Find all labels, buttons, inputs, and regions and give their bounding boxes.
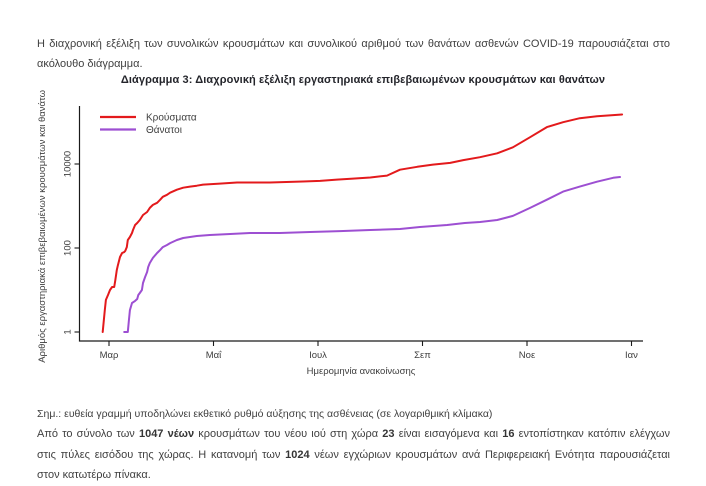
highlight-number: 23: [382, 428, 395, 440]
chart-title: Διάγραμμα 3: Διαχρονική εξέλιξη εργαστηρ…: [120, 74, 606, 86]
axes-line: [78, 106, 643, 342]
legend-label-cases: Κρούσματα: [146, 112, 197, 124]
series-line-deaths: [123, 176, 621, 333]
y-tick-label: 100: [63, 240, 74, 256]
intro-paragraph: Η διαχρονική εξέλιξη των συνολικών κρουσ…: [37, 38, 670, 70]
highlight-number: 1047 νέων: [138, 428, 195, 440]
x-axis-title: Ημερομηνία ανακοίνωσης: [307, 366, 416, 377]
highlight-number: 1024: [285, 448, 310, 461]
x-tick-label: Μαρ: [100, 350, 119, 361]
x-tick-label: Νοε: [519, 350, 536, 361]
highlight-number: 16: [502, 428, 515, 440]
legend-label-deaths: Θάνατοι: [146, 124, 182, 136]
chart-canvas: Μαρ Μαΐ Ιουλ Σεπ Νοε Ιαν 1 100 10000 Ημερομηνία α…: [37, 90, 643, 377]
y-tick-label: 1: [63, 329, 74, 334]
x-tick-label: Ιαν: [625, 350, 638, 361]
y-tick-label: 10000: [63, 151, 74, 177]
text-segment: είναι εισαγόμενα και: [394, 428, 503, 440]
x-tick-label: Σεπ: [414, 350, 431, 361]
report-page: { "intro": { "text": "Η διαχρονική εξέλι…: [37, 38, 670, 481]
y-axis-title: Αριθμός εργαστηριακά επιβεβαιωμένων κρου…: [37, 90, 48, 363]
x-tick-label: Ιουλ: [309, 350, 327, 361]
series-line-cases: [101, 113, 624, 333]
x-tick-label: Μαΐ: [206, 350, 222, 361]
closing-paragraph: Από το σύνολο των 1047 νέων κρουσμάτων τ…: [37, 424, 670, 486]
text-segment: κρουσμάτων του νέου ιού στη χώρα: [194, 428, 383, 440]
note-text: Σημ.: ευθεία γραμμή υποδηλώνει εκθετικό …: [37, 407, 493, 420]
text-segment: Από το σύνολο των: [37, 428, 139, 440]
